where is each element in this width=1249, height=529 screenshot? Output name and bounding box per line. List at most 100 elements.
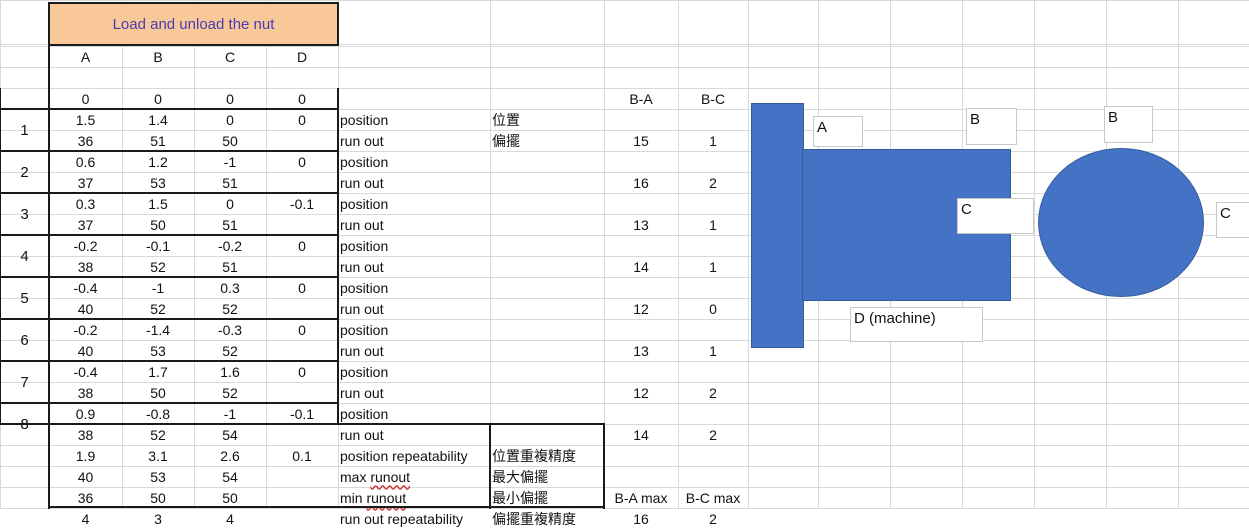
initial-value-cell[interactable]: 0 (298, 90, 306, 107)
summary-value-cell[interactable]: 40 (77, 468, 94, 485)
runout-value-cell[interactable] (266, 172, 338, 193)
runout-cjk-label[interactable]: 偏擺 (492, 132, 520, 149)
runout-value-cell[interactable]: 37 (77, 174, 94, 191)
position-label-cell[interactable]: position (340, 111, 389, 128)
summary-label-cell[interactable]: max runout (338, 466, 490, 487)
summary-label-cell[interactable]: position repeatability (338, 445, 490, 466)
summary-value-cell[interactable]: 54 (222, 468, 238, 485)
position-value-cell[interactable]: 0 (298, 321, 306, 338)
summary-label-cell[interactable]: run out repeatability (338, 508, 490, 529)
label-c-front-textbox[interactable]: C (1216, 202, 1249, 238)
runout-value-cell[interactable]: 51 (222, 258, 238, 275)
position-value-cell[interactable]: 0.3 (220, 279, 240, 296)
runout-label-cell[interactable]: run out (340, 384, 384, 401)
runout-label-cell[interactable]: run out (340, 174, 384, 191)
summary-value-cell[interactable]: 0.1 (292, 447, 312, 464)
runout-value-cell[interactable]: 38 (77, 426, 94, 443)
position-value-cell[interactable]: 1.4 (148, 111, 168, 128)
runout-label-cell[interactable]: run out (340, 216, 384, 233)
label-a-textbox[interactable]: A (813, 116, 863, 147)
summary-cjk-cell[interactable]: 最小偏擺 (492, 489, 548, 506)
label-c-side-textbox[interactable]: C (957, 198, 1034, 234)
column-header-d[interactable]: D (296, 48, 308, 65)
position-label-cell[interactable]: position (340, 195, 389, 212)
position-value-cell[interactable]: 0.9 (75, 405, 96, 422)
runout-value-cell[interactable] (266, 382, 338, 403)
runout-value-cell[interactable]: 54 (222, 426, 238, 443)
runout-value-cell[interactable]: 52 (222, 384, 238, 401)
summary-value-cell[interactable] (266, 466, 338, 487)
runout-value-cell[interactable]: 40 (77, 300, 94, 317)
position-value-cell[interactable]: -0.2 (73, 321, 98, 338)
label-d-machine-textbox[interactable]: D (machine) (850, 307, 983, 342)
b-a-value-cell[interactable]: 16 (633, 174, 649, 191)
summary-cjk-cell[interactable]: 最大偏擺 (492, 468, 548, 485)
position-value-cell[interactable]: -1 (151, 279, 165, 296)
runout-label-cell[interactable]: run out (340, 132, 384, 149)
b-c-value-cell[interactable]: 2 (709, 426, 717, 443)
runout-label-cell[interactable]: run out (340, 300, 384, 317)
runout-value-cell[interactable]: 51 (222, 216, 238, 233)
position-value-cell[interactable]: -0.3 (217, 321, 243, 338)
position-value-cell[interactable]: 0 (298, 111, 306, 128)
position-value-cell[interactable]: -0.8 (145, 405, 171, 422)
b-a-value-cell[interactable]: 12 (633, 384, 649, 401)
summary-value-cell[interactable]: 2.6 (220, 447, 240, 464)
runout-value-cell[interactable] (266, 256, 338, 277)
summary-value-cell[interactable] (266, 487, 338, 508)
b-c-value-cell[interactable]: 2 (709, 384, 717, 401)
b-c-value-cell[interactable]: 1 (709, 258, 717, 275)
runout-value-cell[interactable]: 53 (150, 174, 166, 191)
runout-value-cell[interactable] (266, 130, 338, 151)
b-a-value-cell[interactable]: 14 (633, 258, 649, 275)
summary-cjk-cell[interactable]: 位置重複精度 (492, 447, 576, 464)
summary-b-c-cell[interactable]: B-C max (685, 489, 741, 506)
position-value-cell[interactable]: -0.1 (289, 195, 315, 212)
nut-front-circle-shape[interactable] (1038, 148, 1204, 297)
runout-value-cell[interactable]: 36 (77, 132, 94, 149)
position-value-cell[interactable]: 1.5 (148, 195, 168, 212)
group-number-cell[interactable]: 4 (20, 247, 29, 265)
runout-value-cell[interactable]: 52 (150, 300, 166, 317)
position-value-cell[interactable]: -0.1 (145, 237, 171, 254)
runout-value-cell[interactable]: 38 (77, 384, 94, 401)
summary-value-cell[interactable]: 3 (154, 510, 162, 527)
column-header-b[interactable]: B (153, 48, 163, 65)
position-label-cell[interactable]: position (340, 279, 389, 296)
position-label-cell[interactable]: position (340, 237, 389, 254)
sheet-title-cell[interactable]: Load and unload the nut (49, 3, 338, 45)
runout-label-cell[interactable]: run out (340, 258, 384, 275)
runout-label-cell[interactable]: run out (340, 426, 384, 443)
summary-value-cell[interactable]: 3.1 (148, 447, 168, 464)
position-value-cell[interactable]: 0 (298, 237, 306, 254)
position-value-cell[interactable]: 1.6 (220, 363, 240, 380)
runout-value-cell[interactable]: 40 (77, 342, 94, 359)
runout-value-cell[interactable]: 52 (150, 258, 166, 275)
summary-b-c-cell[interactable]: 2 (709, 510, 717, 527)
position-value-cell[interactable]: -1.4 (145, 321, 171, 338)
b-c-value-cell[interactable]: 0 (709, 300, 717, 317)
position-label-cell[interactable]: position (340, 405, 389, 422)
column-header-c[interactable]: C (224, 48, 236, 65)
summary-label-cell[interactable]: min runout (338, 487, 490, 508)
runout-value-cell[interactable] (266, 340, 338, 361)
position-value-cell[interactable]: -1 (223, 153, 237, 170)
runout-value-cell[interactable]: 38 (77, 258, 94, 275)
summary-value-cell[interactable]: 4 (226, 510, 234, 527)
b-a-value-cell[interactable]: 15 (633, 132, 649, 149)
runout-value-cell[interactable]: 52 (150, 426, 166, 443)
group-number-cell[interactable]: 7 (20, 373, 29, 391)
summary-value-cell[interactable]: 50 (222, 489, 238, 506)
summary-cjk-cell[interactable]: 偏擺重複精度 (492, 510, 576, 527)
position-value-cell[interactable]: -0.4 (73, 363, 98, 380)
position-value-cell[interactable]: -0.1 (289, 405, 315, 422)
position-value-cell[interactable]: 1.5 (75, 111, 96, 128)
position-value-cell[interactable]: 0 (298, 363, 306, 380)
position-value-cell[interactable]: 0.3 (75, 195, 96, 212)
runout-value-cell[interactable]: 37 (77, 216, 94, 233)
position-value-cell[interactable]: 1.7 (148, 363, 168, 380)
runout-label-cell[interactable]: run out (340, 342, 384, 359)
b-c-value-cell[interactable]: 1 (709, 216, 717, 233)
group-number-cell[interactable]: 5 (20, 289, 29, 307)
position-value-cell[interactable]: 0 (226, 195, 234, 212)
